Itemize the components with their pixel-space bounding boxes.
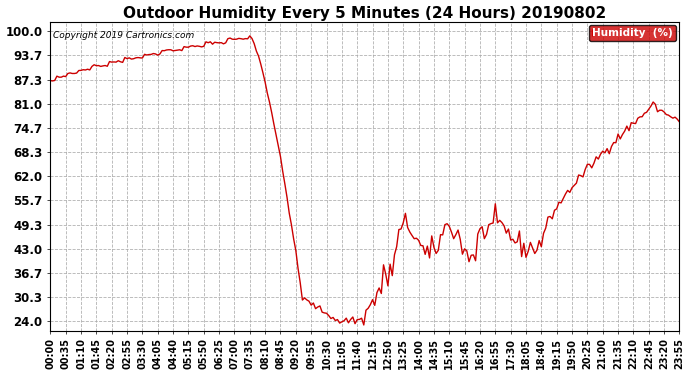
Text: Copyright 2019 Cartronics.com: Copyright 2019 Cartronics.com	[53, 31, 195, 40]
Title: Outdoor Humidity Every 5 Minutes (24 Hours) 20190802: Outdoor Humidity Every 5 Minutes (24 Hou…	[124, 6, 607, 21]
Legend: Humidity  (%): Humidity (%)	[589, 25, 676, 41]
